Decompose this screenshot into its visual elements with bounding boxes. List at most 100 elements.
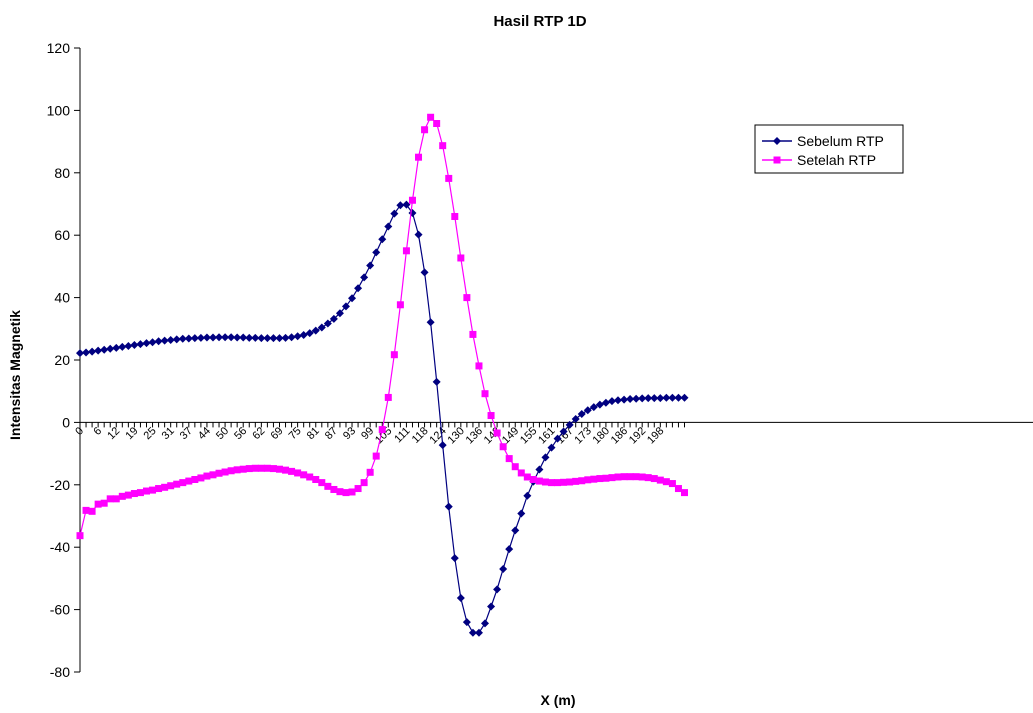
data-point-setelah <box>402 247 410 255</box>
data-point-sebelum <box>196 333 205 342</box>
series-line-sebelum <box>79 203 685 634</box>
data-point-sebelum <box>565 420 574 429</box>
data-point-setelah <box>662 478 670 486</box>
data-point-sebelum <box>402 200 411 209</box>
data-point-sebelum <box>124 341 133 350</box>
data-point-sebelum <box>553 434 562 443</box>
data-point-setelah <box>548 479 556 487</box>
x-tick-label: 75 <box>287 425 304 442</box>
data-point-sebelum <box>607 397 616 406</box>
data-point-sebelum <box>644 394 653 403</box>
legend: Sebelum RTP Setelah RTP <box>754 124 904 174</box>
data-point-sebelum <box>82 348 91 357</box>
y-tick-label: -60 <box>50 602 70 618</box>
data-point-setelah <box>233 466 241 474</box>
data-point-sebelum <box>215 333 224 342</box>
data-point-sebelum <box>462 618 471 627</box>
data-point-sebelum <box>299 331 308 340</box>
data-point-sebelum <box>559 427 568 436</box>
data-point-sebelum <box>281 333 290 342</box>
data-point-sebelum <box>166 336 175 345</box>
data-point-sebelum <box>420 268 429 277</box>
data-point-sebelum <box>432 377 441 386</box>
data-point-setelah <box>112 495 120 503</box>
data-point-sebelum <box>577 409 586 418</box>
data-point-sebelum <box>293 332 302 341</box>
data-point-setelah <box>433 120 441 128</box>
data-point-setelah <box>239 465 247 473</box>
data-point-setelah <box>324 482 332 490</box>
x-tick-label: 25 <box>142 425 159 442</box>
data-point-setelah <box>318 479 326 487</box>
data-point-sebelum <box>160 336 169 345</box>
data-point-sebelum <box>208 333 217 342</box>
y-axis-label: Intensitas Magnetik <box>7 310 23 440</box>
y-tick-label: 100 <box>47 102 71 118</box>
x-tick-label: 19 <box>123 425 140 442</box>
data-point-sebelum <box>184 334 193 343</box>
x-tick-label: 192 <box>627 425 648 446</box>
data-point-sebelum <box>468 628 477 637</box>
data-point-sebelum <box>202 333 211 342</box>
data-point-sebelum <box>257 334 266 343</box>
data-point-setelah <box>130 490 138 498</box>
chart-title: Hasil RTP 1D <box>493 13 586 30</box>
data-point-sebelum <box>414 230 423 239</box>
data-point-sebelum <box>76 349 84 358</box>
data-point-sebelum <box>638 394 647 403</box>
data-point-sebelum <box>474 628 483 637</box>
data-point-setelah <box>269 465 277 473</box>
data-point-setelah <box>505 455 513 463</box>
data-point-setelah <box>493 429 501 437</box>
data-point-sebelum <box>499 565 508 574</box>
series-line-setelah <box>79 116 685 536</box>
data-point-sebelum <box>450 554 459 563</box>
data-point-sebelum <box>106 344 115 353</box>
data-point-setelah <box>209 471 217 479</box>
data-point-setelah <box>408 196 416 204</box>
x-tick-label: 56 <box>232 425 249 442</box>
data-point-setelah <box>197 474 205 482</box>
y-tick-label: 0 <box>62 414 70 430</box>
data-point-setelah <box>312 475 320 483</box>
data-point-sebelum <box>233 333 242 342</box>
data-point-setelah <box>378 426 386 434</box>
data-point-sebelum <box>360 273 369 282</box>
data-point-sebelum <box>535 465 544 474</box>
data-point-sebelum <box>583 406 592 415</box>
x-tick-label: 31 <box>160 425 177 442</box>
data-point-setelah <box>681 489 688 497</box>
y-tick-label: 20 <box>54 352 70 368</box>
data-point-setelah <box>185 477 193 485</box>
data-point-setelah <box>511 463 519 471</box>
x-tick-label: 124 <box>427 425 448 446</box>
data-point-setelah <box>330 485 338 493</box>
y-tick-label: -80 <box>50 664 70 680</box>
data-point-setelah <box>668 480 676 488</box>
data-point-setelah <box>221 468 229 476</box>
data-point-setelah <box>179 479 187 487</box>
data-point-setelah <box>421 126 429 134</box>
data-point-setelah <box>282 466 290 474</box>
data-point-setelah <box>227 467 235 475</box>
data-point-setelah <box>372 452 380 460</box>
data-point-setelah <box>173 480 181 488</box>
data-point-sebelum <box>366 261 375 270</box>
data-point-sebelum <box>662 393 671 402</box>
data-point-setelah <box>342 489 350 497</box>
data-point-sebelum <box>178 334 187 343</box>
data-point-sebelum <box>589 403 598 412</box>
data-point-setelah <box>469 330 477 338</box>
legend-marker-sebelum <box>773 137 781 145</box>
data-point-sebelum <box>348 294 357 303</box>
data-point-sebelum <box>136 340 145 349</box>
data-point-setelah <box>354 485 362 493</box>
y-tick-label: 60 <box>54 227 70 243</box>
data-point-sebelum <box>335 309 344 318</box>
data-point-sebelum <box>100 345 109 354</box>
data-point-sebelum <box>275 334 284 343</box>
y-tick-label: -40 <box>50 539 70 555</box>
data-point-setelah <box>275 465 283 473</box>
data-point-sebelum <box>190 334 199 343</box>
